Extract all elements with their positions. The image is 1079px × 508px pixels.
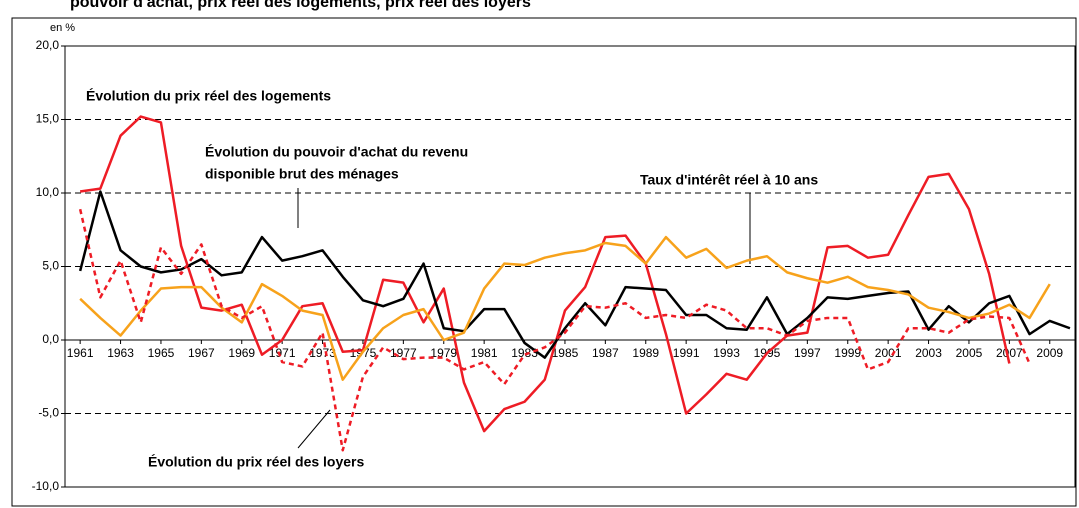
x-tick-label: 1971 (269, 346, 296, 360)
x-tick-label: 1969 (228, 346, 255, 360)
x-tick-label: 2005 (956, 346, 983, 360)
y-tick-label: 10,0 (36, 185, 60, 199)
x-tick-label: 1973 (309, 346, 336, 360)
annotation: Évolution du prix réel des logements (86, 88, 331, 104)
x-tick-label: 1963 (107, 346, 134, 360)
y-tick-label: 5,0 (42, 259, 59, 273)
series-line (78, 208, 1031, 452)
x-tick-label: 1985 (552, 346, 579, 360)
y-tick-label: -10,0 (32, 479, 60, 493)
x-tick-label: 2007 (996, 346, 1023, 360)
x-tick-label: 1965 (148, 346, 175, 360)
x-tick-label: 1989 (632, 346, 659, 360)
y-tick-label: 20,0 (36, 38, 60, 52)
annotation: disponible brut des ménages (205, 166, 399, 182)
x-tick-label: 2003 (915, 346, 942, 360)
y-tick-label: 15,0 (36, 112, 60, 126)
x-tick-label: 1991 (673, 346, 700, 360)
y-unit: en % (50, 22, 75, 34)
x-tick-label: 1987 (592, 346, 619, 360)
x-tick-label: 1997 (794, 346, 821, 360)
annotation: Taux d'intérêt réel à 10 ans (640, 172, 818, 188)
x-tick-label: 2001 (875, 346, 902, 360)
leader-line (297, 409, 331, 449)
x-tick-label: 1961 (67, 346, 94, 360)
x-tick-label: 1999 (834, 346, 861, 360)
series-line (79, 115, 1011, 433)
series-line (79, 235, 1051, 381)
x-tick-label: 1981 (471, 346, 498, 360)
x-tick-label: 1979 (430, 346, 457, 360)
series-line (78, 190, 1071, 359)
x-tick-label: 1967 (188, 346, 215, 360)
y-tick-label: 0,0 (42, 332, 59, 346)
frame (11, 17, 1077, 507)
x-tick-label: 2009 (1036, 346, 1063, 360)
annotation: Évolution du pouvoir d'achat du revenu (205, 144, 468, 160)
x-tick-label: 1993 (713, 346, 740, 360)
annotation: Évolution du prix réel des loyers (148, 454, 364, 470)
y-tick-label: -5,0 (38, 406, 59, 420)
x-tick-label: 1983 (511, 346, 538, 360)
chart-title: pouvoir d'achat, prix réel des logements… (70, 0, 531, 11)
